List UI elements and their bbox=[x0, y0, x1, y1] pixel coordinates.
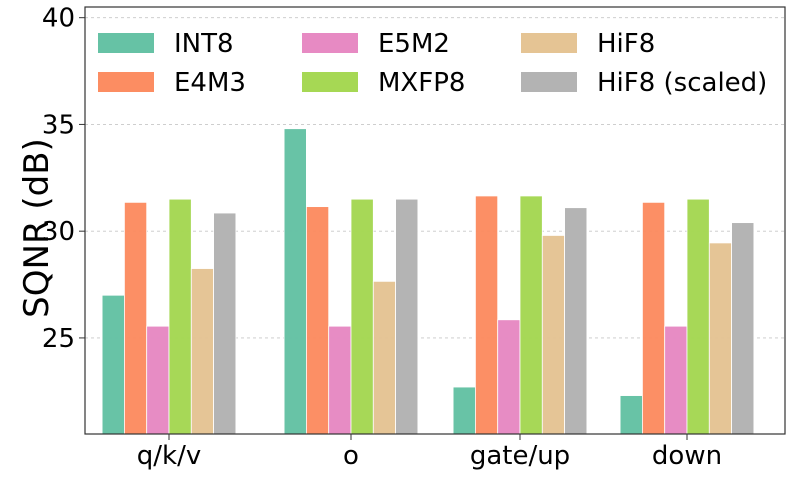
bar-e4m3-down bbox=[642, 201, 666, 435]
y-tick-label-25: 25 bbox=[42, 324, 75, 354]
x-tick-label-3: down bbox=[652, 441, 722, 471]
bar-e5m2-q-k-v bbox=[146, 325, 170, 435]
bar-hif8-scaled-down bbox=[731, 222, 755, 435]
y-axis-ticks: 25 30 35 40 bbox=[42, 4, 85, 354]
bar-e5m2-gate-up bbox=[497, 319, 521, 435]
bar-mxfp8-gate-up bbox=[519, 195, 543, 435]
bar-e4m3-gate-up bbox=[474, 195, 499, 435]
legend-label-hif8-scaled: HiF8 (scaled) bbox=[597, 68, 767, 98]
bar-int8-o bbox=[283, 128, 307, 435]
bar-hif8-scaled-q-k-v bbox=[213, 212, 237, 435]
y-tick-label-40: 40 bbox=[42, 4, 75, 34]
bar-hif8-o bbox=[372, 280, 396, 435]
plot-frame bbox=[84, 6, 786, 435]
y-tick-label-30: 30 bbox=[42, 217, 75, 247]
bar-int8-q-k-v bbox=[101, 294, 125, 435]
x-tick-label-2: gate/up bbox=[470, 441, 570, 471]
bar-int8-down bbox=[619, 395, 643, 435]
y-axis-label: SQNR (dB) bbox=[17, 138, 57, 318]
x-axis-ticks: q/k/v o gate/up down bbox=[137, 434, 722, 471]
legend-label-int8: INT8 bbox=[174, 29, 234, 59]
legend-swatch-e5m2 bbox=[302, 33, 358, 53]
bar-mxfp8-q-k-v bbox=[168, 198, 192, 435]
bar-hif8-q-k-v bbox=[190, 268, 215, 435]
bar-e5m2-down bbox=[664, 325, 688, 435]
legend-label-hif8: HiF8 bbox=[597, 29, 655, 59]
x-tick-label-1: o bbox=[343, 441, 359, 471]
legend-swatch-mxfp8 bbox=[302, 72, 358, 92]
legend-swatch-e4m3 bbox=[98, 72, 154, 92]
bar-hif8-gate-up bbox=[541, 235, 565, 435]
legend: INT8 E4M3 E5M2 MXFP8 HiF8 HiF8 (scaled) bbox=[98, 29, 767, 98]
legend-swatch-hif8 bbox=[521, 33, 577, 53]
legend-swatch-int8 bbox=[98, 33, 154, 53]
legend-label-mxfp8: MXFP8 bbox=[378, 68, 465, 98]
y-tick-label-35: 35 bbox=[42, 110, 75, 140]
bar-hif8-scaled-o bbox=[395, 198, 419, 435]
legend-label-e5m2: E5M2 bbox=[378, 29, 450, 59]
bar-mxfp8-o bbox=[350, 198, 374, 435]
legend-swatch-hif8-scaled bbox=[521, 72, 577, 92]
bar-e4m3-q-k-v bbox=[124, 201, 148, 435]
bar-e4m3-o bbox=[305, 206, 330, 435]
bars bbox=[101, 128, 755, 435]
bar-e5m2-o bbox=[328, 325, 352, 435]
bar-hif8-scaled-gate-up bbox=[564, 207, 588, 435]
legend-label-e4m3: E4M3 bbox=[174, 68, 246, 98]
bar-int8-gate-up bbox=[452, 386, 476, 435]
bar-hif8-down bbox=[708, 242, 732, 435]
bar-mxfp8-down bbox=[686, 198, 710, 435]
x-tick-label-0: q/k/v bbox=[137, 441, 201, 471]
